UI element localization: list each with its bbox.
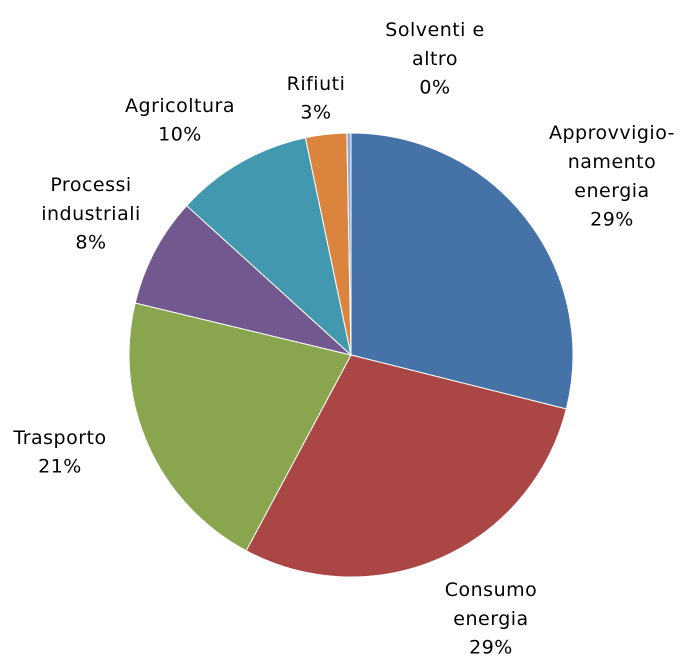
pie-slice — [346, 132, 352, 356]
value-label: 3% — [300, 102, 331, 124]
slice-label: Approvvigio-namento energia — [549, 122, 675, 202]
slice-label: Agricoltura — [125, 95, 235, 117]
value-label: 21% — [38, 456, 82, 478]
pie-slice — [185, 137, 352, 357]
slice-label: Consumo energia — [445, 579, 538, 630]
slice-label: Processi industriali — [41, 174, 141, 225]
pie-slice — [134, 204, 352, 356]
pie-slice — [128, 302, 352, 552]
pie-slice — [245, 354, 567, 578]
value-label: 29% — [469, 637, 513, 659]
value-label: 10% — [158, 124, 202, 146]
value-label: 8% — [75, 232, 106, 254]
slice-label: Solventi e altro — [385, 19, 484, 70]
pie-slice — [350, 132, 574, 410]
value-label: 29% — [590, 209, 634, 231]
slice-label: Trasporto — [12, 427, 106, 449]
slice-label: Rifiuti — [287, 73, 346, 95]
value-label: 0% — [419, 77, 450, 99]
